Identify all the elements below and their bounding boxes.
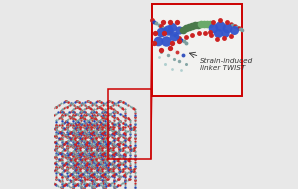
- Bar: [108, 89, 151, 159]
- Text: Strain-induced
linker TWIST: Strain-induced linker TWIST: [200, 58, 253, 71]
- Bar: [152, 4, 242, 96]
